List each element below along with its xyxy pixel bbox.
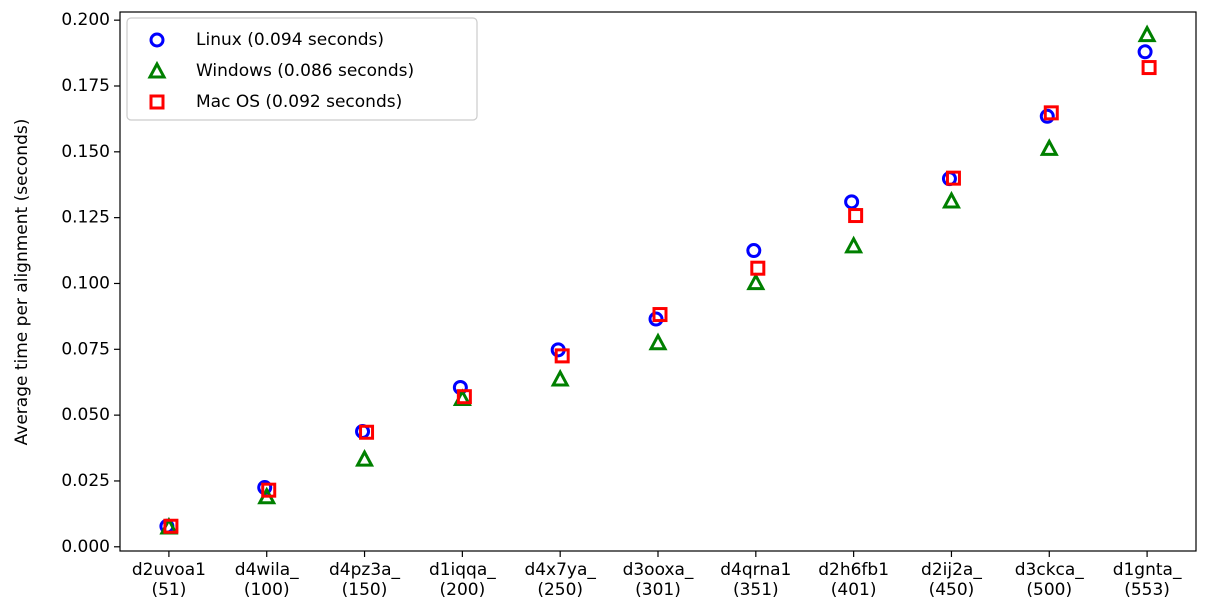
x-tick-label: d3ckca_ (500) (1014, 560, 1084, 600)
x-tick-label: d4pz3a_ (150) (329, 560, 401, 600)
data-point (355, 448, 375, 467)
y-tick-label: 0.125 (61, 208, 110, 228)
y-tick-label: 0.025 (61, 471, 110, 491)
x-tick-label: d3ooxa_ (301) (622, 560, 694, 600)
x-tick-label: d2uvoa1 (51) (131, 560, 206, 600)
data-point (648, 332, 668, 351)
data-point (359, 424, 375, 440)
data-point (456, 389, 472, 405)
x-tick-label: d4qrna1 (351) (720, 560, 792, 600)
data-point (941, 190, 961, 209)
y-tick-label: 0.075 (61, 339, 110, 359)
data-point (1137, 24, 1157, 43)
data-point (1039, 108, 1055, 124)
legend-marker (149, 32, 165, 48)
x-tick-label: d1gnta_ (553) (1112, 560, 1182, 600)
legend-box (126, 17, 478, 121)
y-axis-label: Average time per alignment (seconds) (12, 119, 32, 446)
data-point (1039, 138, 1059, 156)
y-tick-label: 0.100 (61, 273, 110, 293)
data-point (1043, 105, 1059, 121)
x-tick-label: d4x7ya_ (250) (524, 560, 596, 600)
data-point (746, 272, 766, 291)
data-point (1141, 60, 1157, 76)
legend-label: Linux (0.094 seconds) (196, 30, 384, 50)
data-point (648, 311, 664, 327)
data-point (844, 194, 860, 210)
data-point (652, 307, 668, 323)
x-tick-label: d1iqqa_ (200) (428, 560, 496, 600)
data-point (1137, 44, 1153, 60)
legend-label: Windows (0.086 seconds) (196, 61, 414, 81)
x-tick-label: d2h6fb1 (401) (818, 560, 890, 600)
y-tick-label: 0.200 (61, 10, 110, 30)
x-tick-label: d2ij2a_ (450) (921, 560, 982, 600)
data-point (848, 208, 864, 224)
y-tick-label: 0.050 (61, 405, 110, 425)
legend-marker (147, 60, 167, 79)
data-point (163, 518, 179, 534)
data-point (550, 368, 570, 387)
legend-marker (149, 94, 165, 110)
y-tick-label: 0.000 (61, 537, 110, 557)
y-tick-label: 0.175 (61, 76, 110, 96)
data-point (261, 482, 277, 498)
x-tick-label: d4wila_ (100) (234, 560, 299, 600)
y-tick-label: 0.150 (61, 142, 110, 162)
data-point (844, 235, 864, 254)
data-point (554, 348, 570, 364)
data-point (746, 243, 762, 259)
legend-label: Mac OS (0.092 seconds) (196, 92, 402, 112)
data-point (945, 170, 961, 186)
data-point (750, 260, 766, 276)
